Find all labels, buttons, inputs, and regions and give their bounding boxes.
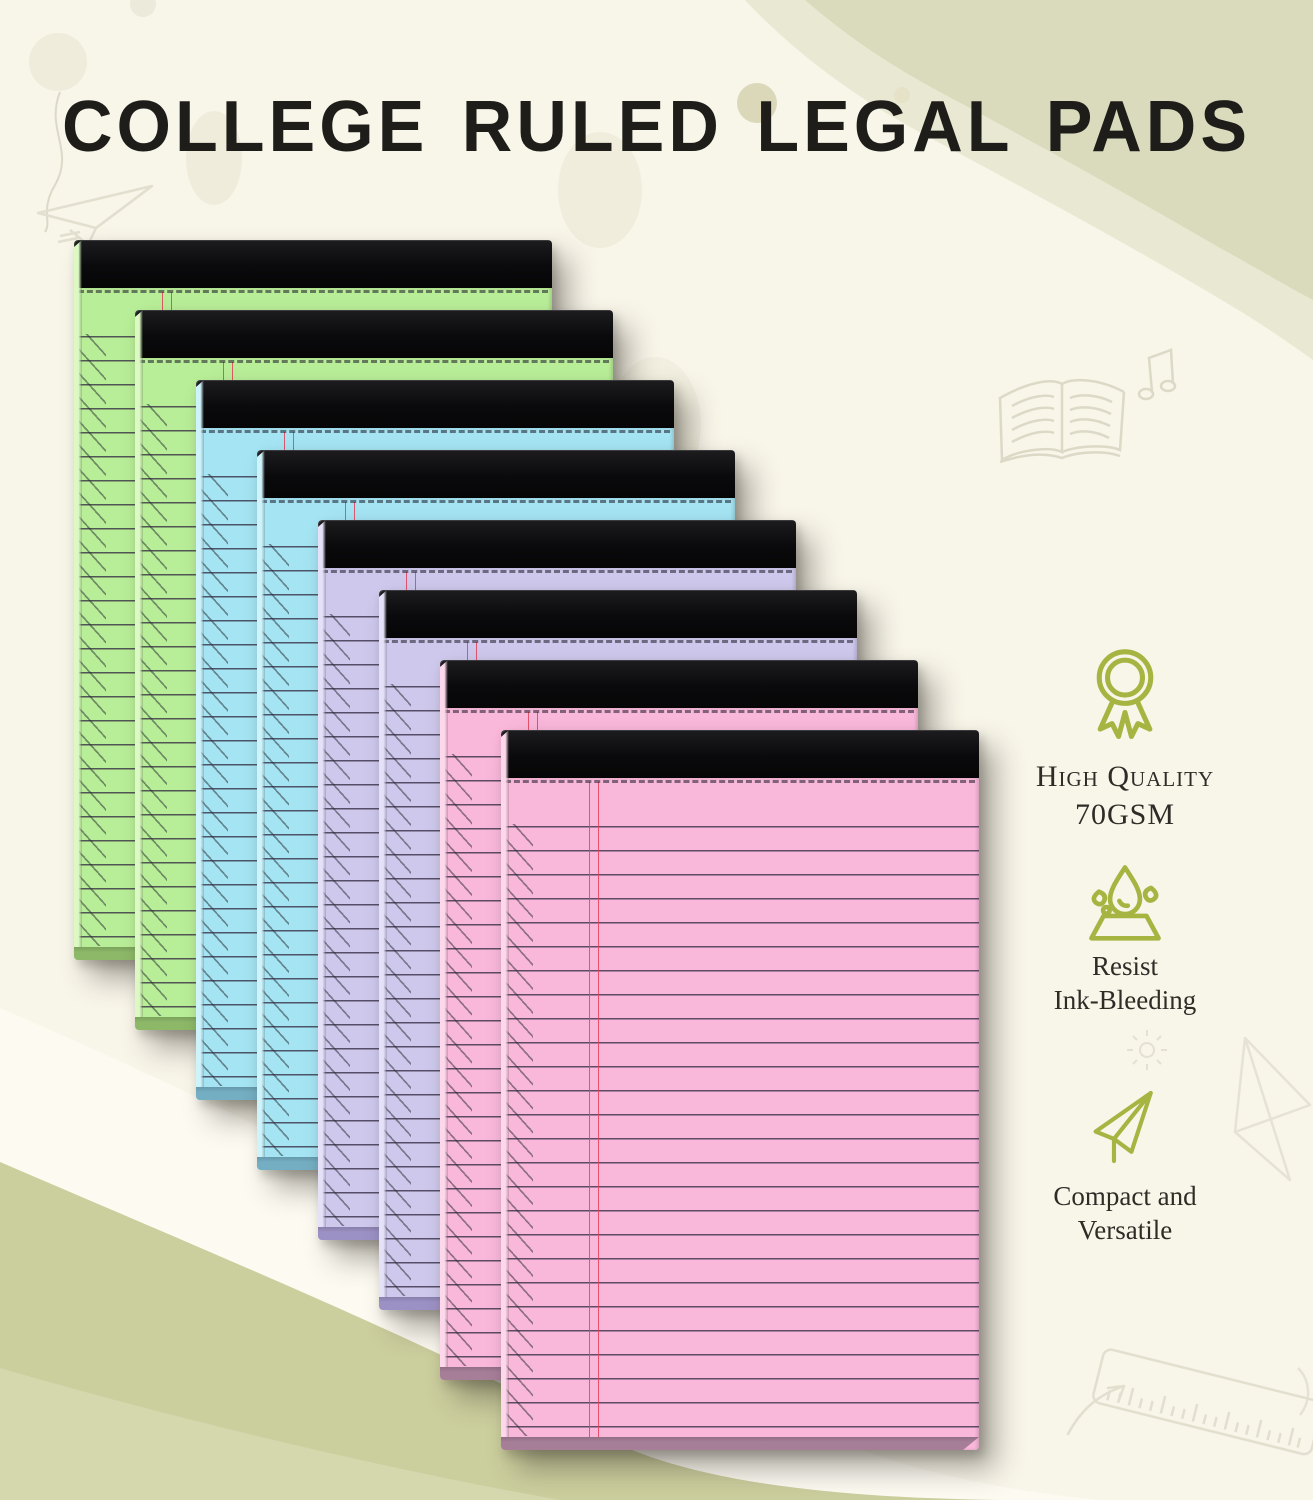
feature-text: High Quality 70GSM: [1015, 758, 1235, 833]
water-drop-icon: [1089, 865, 1161, 941]
perforation-line: [505, 780, 975, 783]
sheet-edges: [140, 404, 167, 1016]
sheet-edges: [445, 754, 472, 1366]
pad-binding: [318, 520, 796, 568]
pad-binding: [135, 310, 613, 358]
feature-compact-versatile: Compact and Versatile: [1015, 1082, 1235, 1248]
perforation-line: [383, 640, 853, 643]
feature-high-quality: High Quality 70GSM: [1015, 642, 1235, 833]
sheet-edges: [79, 334, 106, 946]
pad-left-edge: [379, 590, 387, 1310]
pad-left-edge: [74, 240, 82, 960]
pad-left-edge: [501, 730, 509, 1450]
feature-resist-ink-bleeding: Resist Ink-Bleeding: [1015, 860, 1235, 1018]
feature-text: Resist Ink-Bleeding: [1015, 950, 1235, 1018]
perforation-line: [139, 360, 609, 363]
sheet-edges: [201, 474, 228, 1086]
feature-line: Ink-Bleeding: [1053, 984, 1197, 1015]
perforation-line: [200, 430, 670, 433]
sheet-edges: [262, 544, 289, 1156]
pad-bottom-edge: [501, 1437, 979, 1450]
perforation-line: [78, 290, 548, 293]
ruled-lines: [501, 826, 979, 1438]
pad-paper: [501, 778, 979, 1450]
pad-binding: [501, 730, 979, 778]
perforation-line: [444, 710, 914, 713]
perforation-line: [322, 570, 792, 573]
feature-line: Versatile: [1077, 1214, 1173, 1245]
pad-binding: [257, 450, 735, 498]
paper-plane-icon: [1093, 1090, 1153, 1164]
page-title: COLLEGE RULED LEGAL PADS: [61, 85, 1252, 167]
sheet-edges: [384, 684, 411, 1296]
perforation-line: [261, 500, 731, 503]
pad-binding: [440, 660, 918, 708]
pad-left-edge: [318, 520, 326, 1240]
feature-line: Compact and: [1053, 1181, 1197, 1211]
medal-icon: [1096, 649, 1154, 740]
pad-left-edge: [257, 450, 265, 1170]
pad-binding: [379, 590, 857, 638]
legal-pad-pink-2: [501, 730, 979, 1450]
feature-line: 70GSM: [1074, 797, 1176, 831]
margin-line: [589, 782, 599, 1450]
pad-binding: [74, 240, 552, 288]
pad-left-edge: [440, 660, 448, 1380]
feature-text: Compact and Versatile: [1015, 1180, 1235, 1248]
pad-binding: [196, 380, 674, 428]
sheet-edges: [323, 614, 350, 1226]
pad-left-edge: [135, 310, 143, 1030]
feature-line: Resist: [1091, 951, 1158, 981]
pad-left-edge: [196, 380, 204, 1100]
features-panel: High Quality 70GSM Resist Ink-Bleeding: [1015, 642, 1235, 1282]
feature-line: High Quality: [1035, 760, 1215, 793]
sheet-edges: [506, 824, 533, 1436]
